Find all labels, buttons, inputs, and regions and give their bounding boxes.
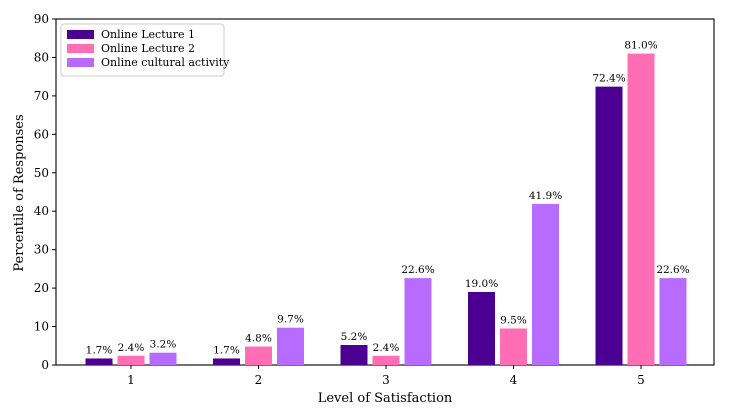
legend-swatch-series3 <box>67 58 94 67</box>
y-tick-label-80: 80 <box>34 50 49 64</box>
axes: 0 10 20 30 40 50 60 70 80 90 1 2 3 4 5 <box>34 12 715 387</box>
data-label-series1-level-4: 19.0% <box>465 278 498 290</box>
x-tick-label-3: 3 <box>382 373 390 387</box>
data-label-series3-level-1: 3.2% <box>150 339 177 351</box>
y-tick-label-10: 10 <box>34 320 49 334</box>
x-tick-label-1: 1 <box>127 373 135 387</box>
data-label-series2-level-2: 4.8% <box>245 333 272 345</box>
y-axis-label: Percentile of Responses <box>12 114 27 271</box>
data-label-series2-level-4: 9.5% <box>500 314 527 326</box>
bar-series1-level-2 <box>213 358 240 365</box>
legend-box <box>60 23 225 77</box>
x-tick-label-4: 4 <box>510 373 518 387</box>
bar-series2-level-5 <box>627 53 655 365</box>
legend-label-series2: Online Lecture 2 <box>101 42 195 55</box>
bar-series3-level-1 <box>149 352 177 365</box>
bar-series3-level-5 <box>659 278 687 365</box>
legend-swatch-series1 <box>67 30 94 39</box>
y-tick-label-50: 50 <box>34 166 49 180</box>
data-label-series2-level-5: 81.0% <box>624 40 657 52</box>
data-label-series3-level-4: 41.9% <box>529 190 562 202</box>
bar-series1-level-1 <box>85 358 113 365</box>
bar-series2-level-1 <box>117 355 145 365</box>
bar-series3-level-4 <box>532 203 559 365</box>
legend-label-series1: Online Lecture 1 <box>101 28 195 41</box>
legend-swatch-series2 <box>67 44 94 53</box>
bar-series2-level-4 <box>500 328 527 365</box>
data-label-series2-level-3: 2.4% <box>373 342 400 354</box>
legend-label-series3: Online cultural activity <box>101 56 230 69</box>
y-tick-label-90: 90 <box>34 12 49 26</box>
y-tick-label-30: 30 <box>34 243 49 257</box>
y-tick-label-0: 0 <box>41 358 49 372</box>
data-label-series1-level-2: 1.7% <box>213 344 240 356</box>
x-tick-label-2: 2 <box>255 373 263 387</box>
y-tick-label-70: 70 <box>34 89 49 103</box>
data-label-series1-level-5: 72.4% <box>592 73 625 85</box>
data-label-series3-level-3: 22.6% <box>401 264 434 276</box>
bars <box>85 53 687 365</box>
x-tick-label-5: 5 <box>637 373 645 387</box>
bar-series1-level-3 <box>340 345 368 365</box>
x-axis-label: Level of Satisfaction <box>318 391 453 406</box>
y-tick-label-60: 60 <box>34 127 49 141</box>
bar-series1-level-5 <box>595 86 623 365</box>
data-labels: 1.7% 1.7% 5.2% 19.0% 72.4% 2.4% 4.8% 2.4% 9.5% 81… <box>86 40 690 357</box>
bar-series3-level-3 <box>404 278 432 365</box>
data-label-series3-level-2: 9.7% <box>277 314 304 326</box>
bar-series3-level-2 <box>277 327 304 365</box>
data-label-series1-level-1: 1.7% <box>86 344 113 356</box>
bar-series1-level-4 <box>468 291 495 365</box>
data-label-series2-level-1: 2.4% <box>118 342 145 354</box>
y-tick-label-20: 20 <box>34 281 49 295</box>
data-label-series3-level-5: 22.6% <box>656 264 689 276</box>
data-label-series1-level-3: 5.2% <box>341 331 368 343</box>
y-tick-label-40: 40 <box>34 204 49 218</box>
bar-series2-level-3 <box>372 355 400 365</box>
bar-series2-level-2 <box>245 346 272 365</box>
